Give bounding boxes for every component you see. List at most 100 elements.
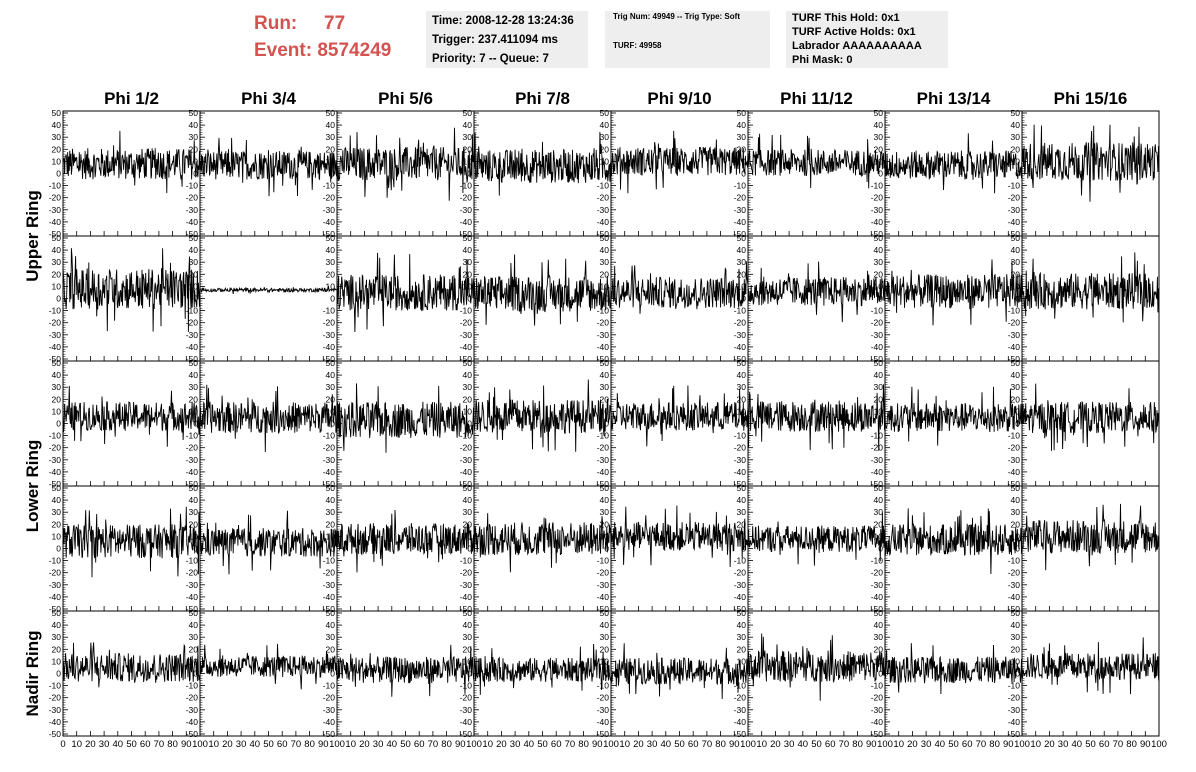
y-tick-label: 10 [600,281,610,291]
y-tick-label: 0 [467,169,472,179]
x-tick-label: 30 [784,739,795,750]
y-tick-label: 50 [1011,233,1021,243]
y-tick-label: -50 [460,354,473,364]
y-tick-label: -50 [460,229,473,239]
y-tick-label: 0 [741,294,746,304]
y-tick-label: 50 [600,233,610,243]
y-tick-label: 20 [600,519,610,529]
y-tick-label: -50 [49,729,62,739]
y-tick-label: -30 [186,205,199,215]
y-tick-label: -40 [734,342,747,352]
y-tick-label: 40 [326,495,336,505]
y-tick-label: 30 [52,132,62,142]
x-tick-label: 10 [893,739,904,750]
y-tick-label: -50 [323,604,336,614]
waveform-trace [62,642,201,688]
x-tick-label: 90 [866,739,877,750]
waveform-trace [610,505,749,568]
y-tick-label: -10 [49,681,62,691]
y-tick-label: 50 [326,608,336,618]
y-tick-label: -50 [1008,604,1021,614]
y-tick-label: -40 [871,467,884,477]
y-tick-label: 0 [604,419,609,429]
y-tick-label: 10 [874,531,884,541]
y-tick-label: 50 [874,233,884,243]
y-tick-label: 40 [874,370,884,380]
y-tick-label: -10 [460,556,473,566]
y-tick-label: 40 [189,245,199,255]
x-tick-label: 40 [798,739,809,750]
y-tick-label: 10 [189,281,199,291]
waveform-trace [473,379,612,452]
y-tick-label: 0 [878,294,883,304]
x-tick-label: 50 [263,739,274,750]
x-tick-label: 20 [359,739,370,750]
y-tick-label: 50 [463,233,473,243]
y-tick-label: -20 [460,693,473,703]
y-tick-label: 30 [737,632,747,642]
y-tick-label: 30 [189,507,199,517]
y-tick-label: -20 [49,193,62,203]
waveform-trace [747,133,886,189]
x-tick-label: 50 [400,739,411,750]
y-tick-label: -10 [734,681,747,691]
x-tick-label: 50 [811,739,822,750]
y-tick-label: -20 [871,443,884,453]
y-tick-label: 0 [604,544,609,554]
turf-active-holds-text: TURF Active Holds: 0x1 [792,26,916,38]
x-tick-label: 10 [756,739,767,750]
y-tick-label: -10 [460,181,473,191]
y-tick-label: -20 [871,568,884,578]
y-tick-label: 20 [52,394,62,404]
y-tick-label: 20 [737,519,747,529]
y-tick-label: 30 [463,632,473,642]
column-title: Phi 9/10 [647,89,711,108]
y-tick-label: 40 [52,120,62,130]
x-tick-label: 80 [989,739,1000,750]
y-tick-label: 40 [326,620,336,630]
y-tick-label: 0 [56,419,61,429]
x-tick-label: 70 [428,739,439,750]
x-tick-label: 90 [455,739,466,750]
y-tick-label: 50 [189,483,199,493]
y-tick-label: 40 [326,120,336,130]
x-tick-label: 90 [181,739,192,750]
y-tick-label: 10 [1011,531,1021,541]
x-tick-label: 100 [329,739,345,750]
event-row: Event: 8574249 [254,37,424,64]
y-tick-label: 50 [1011,483,1021,493]
y-tick-label: 30 [52,507,62,517]
y-tick-label: 0 [330,669,335,679]
y-tick-label: 0 [741,669,746,679]
y-tick-label: 40 [463,495,473,505]
event-value: 8574249 [317,40,392,61]
y-tick-label: -40 [1008,592,1021,602]
y-tick-label: -30 [323,705,336,715]
y-tick-label: 0 [193,544,198,554]
y-tick-label: 20 [189,144,199,154]
y-tick-label: 50 [463,108,473,118]
waveform-trace [336,509,475,573]
waveform-trace [199,285,338,294]
column-title: Phi 13/14 [917,89,991,108]
y-tick-label: 50 [874,108,884,118]
y-tick-label: 40 [737,370,747,380]
y-tick-label: -40 [460,592,473,602]
y-tick-label: 10 [52,656,62,666]
y-tick-label: -30 [49,580,62,590]
y-tick-label: 0 [467,669,472,679]
y-tick-label: 0 [193,419,198,429]
y-tick-label: -20 [871,693,884,703]
y-tick-label: 50 [189,108,199,118]
run-label: Run: [254,13,298,34]
y-tick-label: -20 [186,318,199,328]
y-tick-label: 20 [326,269,336,279]
y-tick-label: -40 [460,717,473,727]
y-tick-label: -30 [49,205,62,215]
y-tick-label: -10 [323,306,336,316]
y-tick-label: 30 [600,132,610,142]
y-tick-label: 10 [463,656,473,666]
y-tick-label: -30 [460,705,473,715]
waveform-trace [473,131,612,196]
y-tick-label: 40 [737,620,747,630]
